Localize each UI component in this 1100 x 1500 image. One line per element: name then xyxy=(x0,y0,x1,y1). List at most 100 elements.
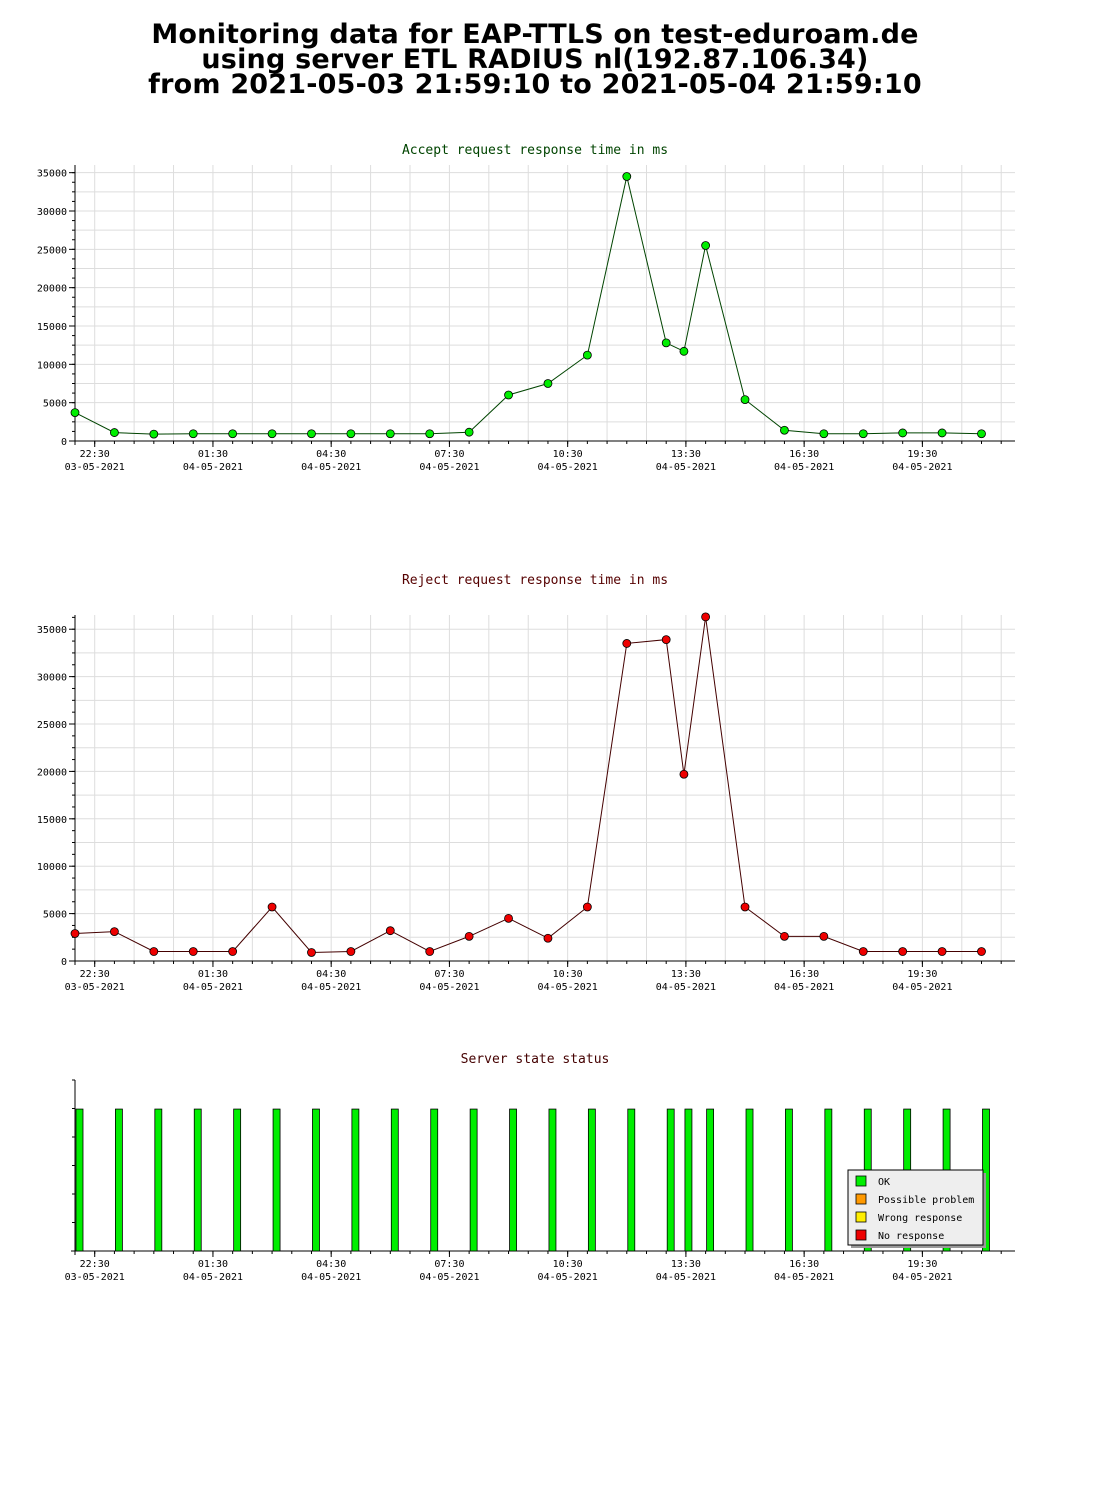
data-point xyxy=(425,429,435,439)
x-tick-label-time: 04:30 xyxy=(316,1259,346,1270)
x-tick-label-date: 04-05-2021 xyxy=(774,462,834,473)
page-title-line-1: Monitoring data for EAP-TTLS on test-edu… xyxy=(151,19,919,50)
data-point xyxy=(582,350,592,360)
accept-response-time-chart: Accept request response time in ms 22:30 0… xyxy=(37,143,1015,473)
x-tick-label-date: 04-05-2021 xyxy=(301,1272,361,1283)
x-tick-label-time: 01:30 xyxy=(198,969,228,980)
data-point xyxy=(110,428,119,437)
legend-swatch xyxy=(855,1175,867,1187)
data-point xyxy=(504,390,513,400)
status-bar xyxy=(627,1108,636,1252)
chart-title: Reject request response time in ms xyxy=(402,573,668,588)
x-tick-label-time: 07:30 xyxy=(434,969,464,980)
x-tick-label-date: 04-05-2021 xyxy=(774,982,834,993)
data-point xyxy=(780,931,789,941)
data-point xyxy=(780,425,789,435)
legend-box xyxy=(847,1169,984,1246)
data-point xyxy=(543,379,553,388)
data-point xyxy=(307,429,316,439)
data-point xyxy=(622,172,632,181)
x-tick-label-time: 22:30 xyxy=(80,969,110,980)
x-tick-label-time: 10:30 xyxy=(553,449,583,460)
data-point xyxy=(819,931,829,941)
status-bar xyxy=(312,1108,320,1252)
x-tick-label-date: 04-05-2021 xyxy=(419,1272,479,1283)
x-tick-label-date: 04-05-2021 xyxy=(892,1272,952,1283)
y-tick-label: 30000 xyxy=(37,673,67,684)
x-tick-label-date: 04-05-2021 xyxy=(419,462,479,473)
x-tick-label-date: 04-05-2021 xyxy=(892,982,952,993)
x-tick-label-date: 04-05-2021 xyxy=(538,982,598,993)
data-point xyxy=(582,902,592,912)
x-tick-label-date: 04-05-2021 xyxy=(774,1272,834,1283)
x-tick-label-time: 16:30 xyxy=(789,969,819,980)
y-tick-label: 5000 xyxy=(43,399,67,410)
status-bar xyxy=(785,1108,793,1252)
status-bar xyxy=(430,1108,439,1252)
x-tick-label-date: 04-05-2021 xyxy=(301,462,361,473)
x-tick-label-time: 01:30 xyxy=(198,1259,228,1270)
status-bar xyxy=(824,1108,833,1252)
x-tick-label-time: 19:30 xyxy=(907,449,937,460)
data-point xyxy=(661,635,671,645)
x-tick-label-time: 19:30 xyxy=(907,1259,937,1270)
data-point xyxy=(149,429,159,439)
data-point xyxy=(228,429,238,439)
y-tick-label: 20000 xyxy=(37,767,67,778)
data-point xyxy=(307,948,316,957)
y-tick-label: 0 xyxy=(61,437,67,448)
data-point xyxy=(679,346,689,356)
legend-swatch xyxy=(855,1211,867,1223)
data-point xyxy=(740,902,750,912)
data-point xyxy=(661,338,671,348)
data-point xyxy=(977,429,986,439)
data-point xyxy=(267,902,277,912)
data-point xyxy=(622,639,632,648)
status-bar xyxy=(233,1108,242,1252)
x-tick-label-date: 04-05-2021 xyxy=(183,982,243,993)
x-tick-label-time: 07:30 xyxy=(434,449,464,460)
data-point xyxy=(701,612,711,622)
x-tick-label-time: 19:30 xyxy=(907,969,937,980)
page-title-line-2: using server ETL RADIUS nl(192.87.106.34… xyxy=(201,44,869,75)
page-title-line-3: from 2021-05-03 21:59:10 to 2021-05-04 2… xyxy=(148,69,922,100)
x-tick-label-time: 04:30 xyxy=(316,449,346,460)
x-tick-label-time: 16:30 xyxy=(789,1259,819,1270)
status-bar xyxy=(684,1108,693,1252)
x-tick-label-date: 03-05-2021 xyxy=(65,462,125,473)
y-tick-label: 10000 xyxy=(37,360,67,371)
x-tick-label-date: 04-05-2021 xyxy=(419,982,479,993)
data-point xyxy=(228,947,238,956)
x-tick-label-date: 04-05-2021 xyxy=(892,462,952,473)
data-point xyxy=(346,429,356,439)
status-bar xyxy=(745,1108,754,1252)
x-tick-label-time: 07:30 xyxy=(434,1259,464,1270)
x-tick-label-date: 04-05-2021 xyxy=(538,1272,598,1283)
status-bar xyxy=(509,1108,517,1252)
legend-label: Possible problem xyxy=(878,1195,974,1206)
data-point xyxy=(679,769,689,779)
data-point xyxy=(858,947,868,956)
data-point xyxy=(188,429,198,439)
status-bar xyxy=(390,1108,399,1252)
data-point xyxy=(701,241,711,250)
legend-swatch xyxy=(855,1193,867,1205)
legend-label: Wrong response xyxy=(878,1213,962,1224)
status-bar xyxy=(115,1108,123,1252)
x-tick-label-date: 04-05-2021 xyxy=(656,1272,716,1283)
y-tick-label: 30000 xyxy=(37,207,67,218)
y-tick-label: 25000 xyxy=(37,245,67,256)
legend-label: OK xyxy=(878,1177,890,1188)
data-point xyxy=(188,947,198,956)
server-state-status-chart: Server state status 22:30 03-05-2021 01:30 0… xyxy=(65,1052,1015,1283)
data-point xyxy=(346,947,356,956)
legend-swatch xyxy=(855,1229,867,1241)
x-tick-label-date: 04-05-2021 xyxy=(301,982,361,993)
data-point xyxy=(504,913,513,923)
data-point xyxy=(70,929,80,938)
data-point xyxy=(385,429,395,439)
x-tick-label-time: 04:30 xyxy=(316,969,346,980)
status-bar xyxy=(351,1108,360,1252)
status-bar xyxy=(706,1108,715,1252)
status-bar xyxy=(75,1108,84,1252)
